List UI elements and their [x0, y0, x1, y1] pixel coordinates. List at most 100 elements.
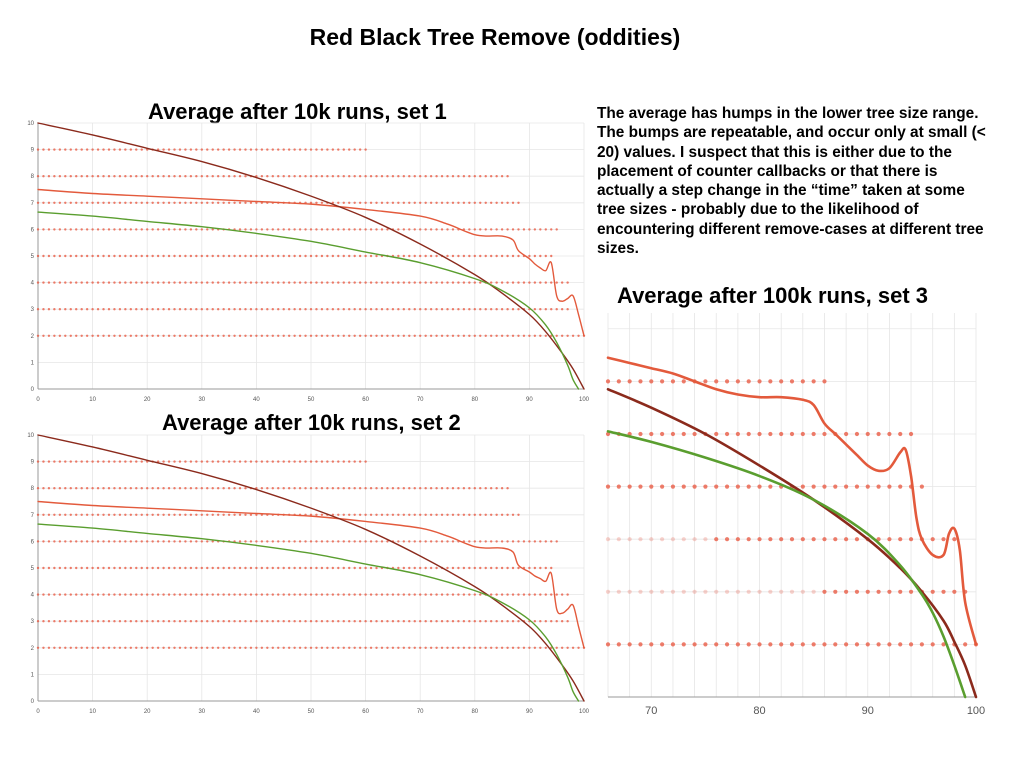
sample-dot — [337, 254, 340, 258]
sample-dot — [167, 513, 171, 516]
sample-dot — [429, 228, 433, 231]
sample-dot — [539, 254, 542, 258]
sample-dot — [96, 620, 100, 623]
sample-dot — [364, 460, 367, 463]
sample-dot — [287, 334, 291, 337]
sample-dot — [380, 646, 384, 649]
sample-dot — [260, 334, 264, 337]
sample-dot — [80, 281, 83, 284]
y-tick-label: 0 — [31, 387, 35, 393]
sample-dot — [489, 254, 493, 258]
sample-dot — [358, 201, 362, 204]
sample-dot — [484, 540, 487, 543]
sample-dot — [85, 228, 89, 231]
sample-dot — [320, 228, 324, 231]
sample-dot — [211, 148, 214, 151]
y-tick-label: 9 — [31, 148, 35, 154]
sample-dot — [206, 201, 209, 204]
sample-dot — [271, 281, 274, 284]
sample-dot — [233, 646, 236, 649]
sample-dot — [64, 487, 67, 490]
sample-dot — [484, 566, 487, 570]
sample-dot — [124, 281, 127, 284]
sample-dot — [638, 431, 643, 437]
x-tick-label: 20 — [144, 709, 151, 715]
sample-dot — [462, 566, 466, 570]
sample-dot — [435, 540, 438, 543]
sample-dot — [517, 513, 520, 516]
sample-dot — [649, 642, 654, 647]
sample-dot — [440, 646, 444, 649]
sample-dot — [107, 228, 111, 231]
sample-dot — [135, 148, 138, 151]
sample-dot — [304, 148, 307, 151]
sample-dot — [566, 593, 569, 596]
sample-dot — [533, 228, 537, 231]
sample-dot — [369, 254, 373, 258]
sample-dot — [189, 334, 193, 337]
sample-dot — [80, 646, 83, 649]
sample-dot — [69, 646, 72, 649]
sample-dot — [397, 308, 400, 311]
sample-dot — [402, 201, 406, 204]
sample-dot — [91, 228, 94, 231]
sample-dot — [402, 540, 406, 543]
sample-dot — [402, 513, 406, 516]
sample-dot — [517, 201, 520, 204]
sample-dot — [249, 460, 253, 463]
sample-dot — [184, 487, 187, 490]
sample-dot — [789, 431, 795, 437]
sample-dot — [473, 308, 476, 311]
sample-dot-row — [36, 646, 586, 649]
sample-dot — [337, 566, 340, 570]
sample-dot — [380, 175, 384, 178]
sample-dot — [348, 460, 351, 463]
sample-dot — [249, 513, 253, 516]
sample-dot — [714, 379, 719, 384]
sample-dot — [539, 620, 542, 623]
sample-dot — [266, 281, 269, 284]
sample-dot — [173, 593, 176, 596]
sample-dot — [424, 593, 427, 596]
sample-dot — [703, 379, 708, 384]
sample-dot — [167, 334, 171, 337]
sample-dot — [500, 175, 504, 178]
sample-dot — [369, 281, 373, 284]
sample-dot — [238, 254, 242, 258]
sample-dot — [85, 540, 89, 543]
sample-dot — [195, 148, 198, 151]
sample-dot — [156, 254, 160, 258]
sample-dot — [124, 308, 127, 311]
sample-dot — [167, 308, 171, 311]
sample-dot — [167, 175, 171, 178]
sample-dot — [397, 175, 400, 178]
sample-dot — [195, 540, 198, 543]
sample-dot — [309, 281, 313, 284]
sample-dot — [413, 334, 416, 337]
sample-dot — [348, 228, 351, 231]
sample-dot — [833, 589, 838, 594]
sample-dot — [200, 334, 203, 337]
sample-dot — [375, 487, 378, 490]
sample-dot-row — [605, 589, 968, 594]
sample-dot — [337, 487, 340, 490]
sample-dot — [260, 460, 264, 463]
sample-dot — [173, 646, 176, 649]
sample-dot — [102, 175, 105, 178]
sample-dot — [129, 620, 133, 623]
sample-dot — [140, 148, 143, 151]
sample-dot — [167, 646, 171, 649]
sample-dot — [500, 334, 504, 337]
sample-dot — [58, 254, 62, 258]
sample-dot — [80, 334, 83, 337]
sample-dot — [124, 540, 127, 543]
sample-dot — [293, 593, 296, 596]
sample-dot — [244, 566, 247, 570]
sample-dot — [216, 281, 220, 284]
sample-dot — [348, 254, 351, 258]
sample-dot — [375, 281, 378, 284]
sample-dot — [544, 281, 547, 284]
sample-dot — [468, 254, 471, 258]
sample-dot — [451, 540, 455, 543]
